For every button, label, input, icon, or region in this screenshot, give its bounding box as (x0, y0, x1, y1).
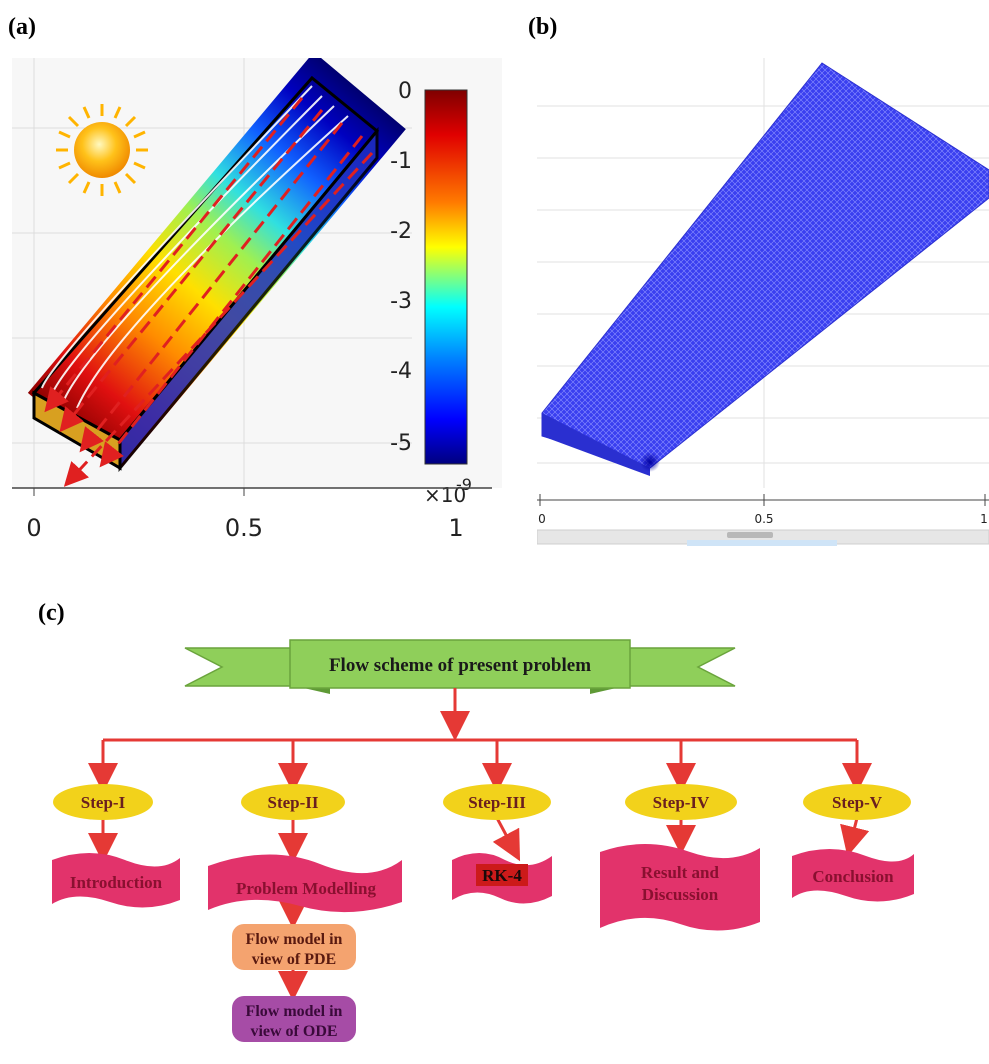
step-2-ellipse (241, 784, 345, 820)
x-tick: 1 (448, 514, 463, 542)
colorbar-tick: -2 (390, 219, 412, 244)
ode-box-line2: view of ODE (250, 1023, 337, 1040)
step-3-label: Step-III (468, 793, 526, 812)
x-tick: 1 (980, 512, 988, 526)
result-5-wave (792, 849, 914, 902)
colorbar-tick: 0 (398, 79, 412, 104)
colorbar-tick: -3 (390, 289, 412, 314)
result-4-wave (600, 844, 760, 931)
step-1-label: Step-I (81, 793, 126, 812)
colorbar-tick: -4 (390, 359, 412, 384)
result-2-text: Problem Modelling (236, 879, 376, 898)
result-2-wave (208, 854, 402, 913)
pde-box (232, 924, 356, 970)
step-1-ellipse (53, 784, 153, 820)
panel-a-label: (a) (8, 14, 36, 40)
result-3-text: RK-4 (482, 866, 522, 885)
x-tick: 0 (26, 514, 41, 542)
scrollbar-thumb[interactable] (727, 532, 773, 538)
pde-box-line1: Flow model in (246, 931, 343, 948)
panel-c-label: (c) (38, 600, 65, 626)
sun-icon (56, 104, 148, 196)
channel-box (27, 58, 406, 487)
x-tick: 0.5 (225, 514, 263, 542)
step-5-label: Step-V (832, 793, 883, 812)
colorbar-exponent: -9 (456, 475, 472, 494)
banner-title: Flow scheme of present problem (329, 655, 591, 676)
result-1-text: Introduction (70, 873, 163, 892)
step-4-ellipse (625, 784, 737, 820)
panel-b-figure: 0 0.5 1 (537, 58, 989, 546)
step-5-ellipse (803, 784, 911, 820)
colorbar-tick: -5 (390, 431, 412, 456)
result-5-text: Conclusion (812, 867, 894, 886)
ode-box-line1: Flow model in (246, 1003, 343, 1020)
panel-a-figure: 0 -1 -2 -3 -4 -5 ×10 -9 0 0.5 1 (12, 58, 502, 542)
result-1-wave (52, 853, 180, 908)
x-tick: 0 (538, 512, 546, 526)
panel-b-label: (b) (528, 14, 558, 40)
colorbar (424, 89, 468, 465)
pde-box-line2: view of PDE (252, 951, 336, 968)
ode-box (232, 996, 356, 1042)
x-tick: 0.5 (754, 512, 773, 526)
result-4-text-line2: Discussion (642, 885, 719, 904)
colorbar-multiplier: ×10 (424, 483, 466, 507)
banner: Flow scheme of present problem (184, 639, 736, 694)
flow-scheme: Flow scheme of present problem Step-I St… (52, 639, 914, 1042)
colorbar-tick: -1 (390, 149, 412, 174)
result-4-text-line1: Result and (641, 863, 719, 882)
step-4-label: Step-IV (653, 793, 710, 812)
step-2-label: Step-II (267, 793, 318, 812)
step-3-ellipse (443, 784, 551, 820)
